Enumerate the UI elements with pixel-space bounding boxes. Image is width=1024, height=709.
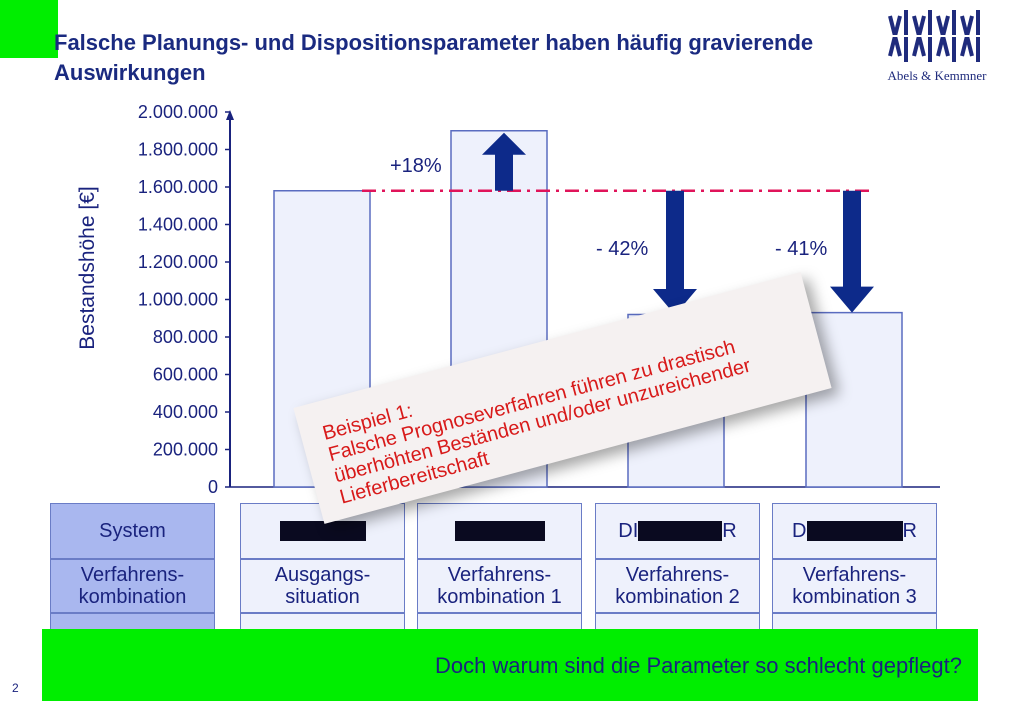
y-tick-label: 1.800.000 (138, 140, 218, 160)
redaction-bar (454, 521, 545, 541)
change-annotation: +18% (390, 155, 442, 177)
page-number: 2 (12, 681, 19, 695)
y-tick-label: 200.000 (153, 440, 218, 460)
system-name-prefix: D (792, 520, 807, 542)
change-annotation: - 42% (596, 238, 648, 260)
y-tick-label: 1.400.000 (138, 215, 218, 235)
company-logo: Abels & Kemmner (882, 6, 992, 86)
logo-text: Abels & Kemmner (887, 68, 987, 83)
y-axis-label: Bestandshöhe [€] (76, 186, 99, 349)
table-cell-system-3: DI R (595, 503, 760, 559)
table-cell-combination-3: Verfahrens- kombination 2 (595, 559, 760, 613)
y-tick-label: 0 (208, 477, 218, 497)
y-tick-label: 600.000 (153, 365, 218, 385)
table-header-system: System (50, 503, 215, 559)
bottom-question: Doch warum sind die Parameter so schlech… (434, 653, 962, 678)
bar-4 (805, 311, 903, 488)
logo-mark-icon (886, 10, 986, 62)
table-cell-combination-1: Ausgangs- situation (240, 559, 405, 613)
redaction-bar (806, 521, 903, 541)
y-tick-label: 800.000 (153, 327, 218, 347)
y-tick-label: 1.200.000 (138, 252, 218, 272)
redaction-bar (638, 521, 723, 541)
system-name-prefix: DI (618, 520, 639, 542)
system-name-suffix: R (902, 520, 917, 542)
table-header-combination: Verfahrens- kombination (50, 559, 215, 613)
system-name-suffix: R (722, 520, 737, 542)
green-marker (0, 0, 58, 58)
y-tick-label: 1.000.000 (138, 290, 218, 310)
down-arrow-icon (830, 190, 874, 313)
table-cell-combination-4: Verfahrens- kombination 3 (772, 559, 937, 613)
y-tick-label: 2.000.000 (138, 102, 218, 122)
down-arrow-icon (653, 190, 697, 315)
table-cell-combination-2: Verfahrens- kombination 1 (417, 559, 582, 613)
y-tick-label: 400.000 (153, 402, 218, 422)
slide-title: Falsche Planungs- und Dispositionsparame… (54, 30, 814, 85)
change-annotation: - 41% (775, 238, 827, 260)
redaction-bar (279, 521, 366, 541)
up-arrow-icon (482, 132, 526, 191)
y-tick-label: 1.600.000 (138, 177, 218, 197)
table-cell-system-2 (417, 503, 582, 559)
bottom-banner: Doch warum sind die Parameter so schlech… (42, 629, 978, 701)
y-axis-arrow-icon (226, 110, 234, 120)
